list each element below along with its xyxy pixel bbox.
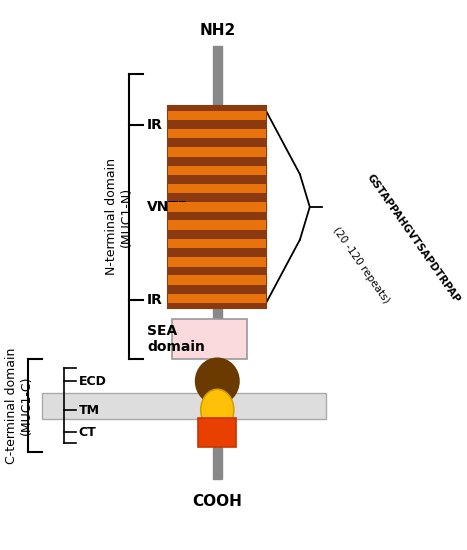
Text: NH2: NH2 [199, 23, 235, 38]
Text: VNTR: VNTR [147, 200, 190, 214]
Text: CT: CT [79, 426, 97, 439]
Text: (20 -120 repeats): (20 -120 repeats) [332, 225, 392, 305]
Bar [213, 447, 222, 479]
Bar [42, 393, 325, 419]
Bar [198, 418, 236, 447]
Bar [168, 129, 267, 139]
Bar [213, 46, 222, 106]
Text: SEA
domain: SEA domain [147, 324, 205, 354]
Bar [168, 111, 267, 120]
Bar [168, 202, 267, 212]
Ellipse shape [201, 389, 234, 431]
Bar [168, 257, 267, 267]
Text: TM: TM [79, 404, 100, 416]
Ellipse shape [196, 358, 239, 404]
Text: IR: IR [147, 118, 163, 133]
Bar [168, 147, 267, 157]
Bar [213, 389, 222, 404]
Bar [168, 166, 267, 175]
Bar [213, 358, 222, 359]
Text: C-terminal domain
(MUC1-C): C-terminal domain (MUC1-C) [5, 348, 33, 464]
Text: IR: IR [147, 293, 163, 306]
Text: GSTAPPAHGVTSAPDTRPAP: GSTAPPAHGVTSAPDTRPAP [365, 173, 462, 305]
Text: COOH: COOH [192, 494, 242, 509]
Text: ECD: ECD [79, 375, 106, 388]
Bar [213, 307, 222, 318]
Bar [168, 106, 267, 307]
Bar [213, 418, 222, 431]
Bar [172, 318, 247, 359]
Bar [168, 276, 267, 285]
Bar [168, 184, 267, 194]
Bar [168, 239, 267, 249]
Bar [168, 294, 267, 303]
Bar [168, 221, 267, 230]
Text: N-terminal domain
(MUC1-N): N-terminal domain (MUC1-N) [105, 158, 133, 275]
